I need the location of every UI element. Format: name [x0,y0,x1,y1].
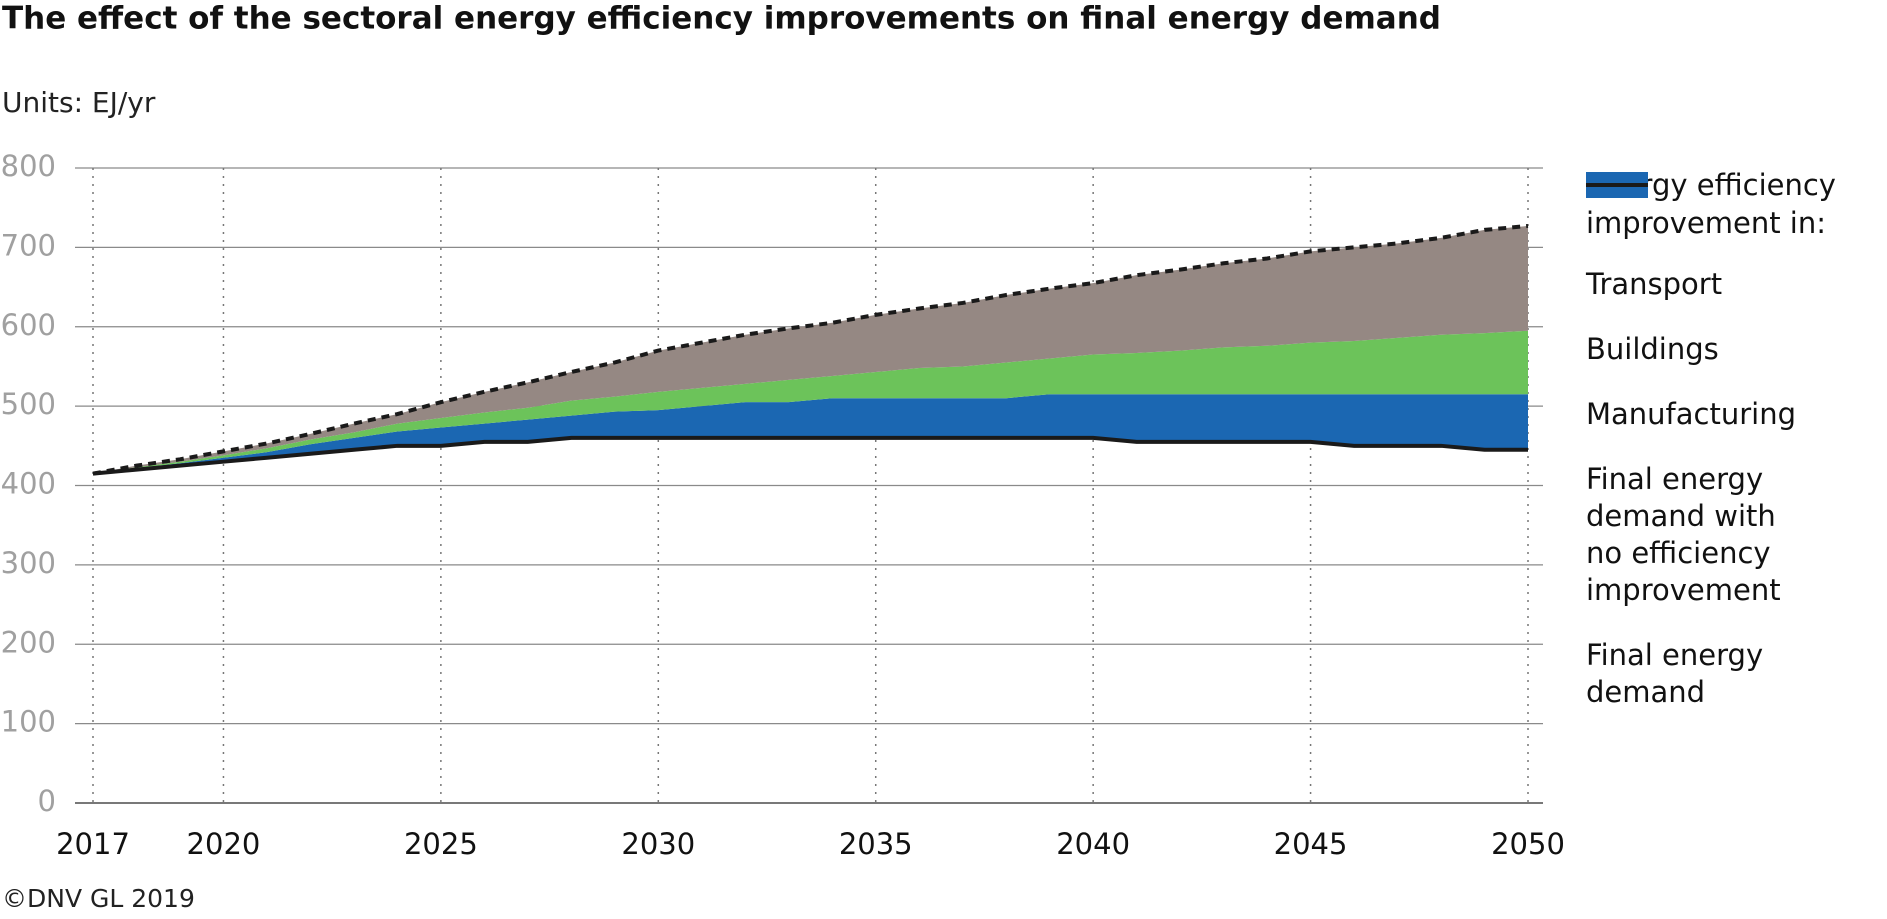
legend-swatch [1586,183,1648,187]
y-tick-label: 500 [1,387,56,421]
x-tick-label: 2030 [621,827,695,861]
legend-item: Final energy demand [1586,183,1881,711]
y-tick-label: 200 [1,625,56,659]
legend-item: Final energy demand with no efficiency i… [1586,183,1881,609]
y-tick-label: 100 [1,705,56,739]
legend-label: Final energy demand [1586,638,1764,709]
legend-label: Transport [1586,267,1723,301]
y-tick-label: 400 [1,467,56,501]
area [93,394,1528,474]
legend-label: Manufacturing [1586,397,1796,431]
y-tick-label: 600 [1,308,56,342]
legend-label: Buildings [1586,332,1719,366]
chart-title: The effect of the sectoral energy effici… [2,1,1441,37]
legend: Energy efficiency improvement in: Transp… [1586,166,1881,739]
line [92,435,1528,476]
line [92,223,1529,476]
legend-item: Buildings [1586,172,1881,368]
source-note: ©DNV GL 2019 [2,884,195,913]
y-tick-label: 300 [1,546,56,580]
x-tick-label: 2050 [1491,827,1565,861]
legend-item: Manufacturing [1586,172,1881,433]
y-tick-label: 0 [38,784,56,818]
x-tick-label: 2025 [404,827,478,861]
x-tick-label: 2017 [56,827,130,861]
y-tick-label: 800 [1,149,56,183]
x-tick-label: 2045 [1274,827,1348,861]
chart-subtitle: Units: EJ/yr [2,86,156,119]
y-tick-label: 700 [1,228,56,262]
area [93,330,1528,474]
legend-label: Final energy demand with no efficiency i… [1586,462,1781,607]
x-tick-label: 2020 [187,827,261,861]
x-tick-label: 2040 [1056,827,1130,861]
area [93,225,1528,474]
x-tick-label: 2035 [839,827,913,861]
legend-item: Transport [1586,172,1881,303]
